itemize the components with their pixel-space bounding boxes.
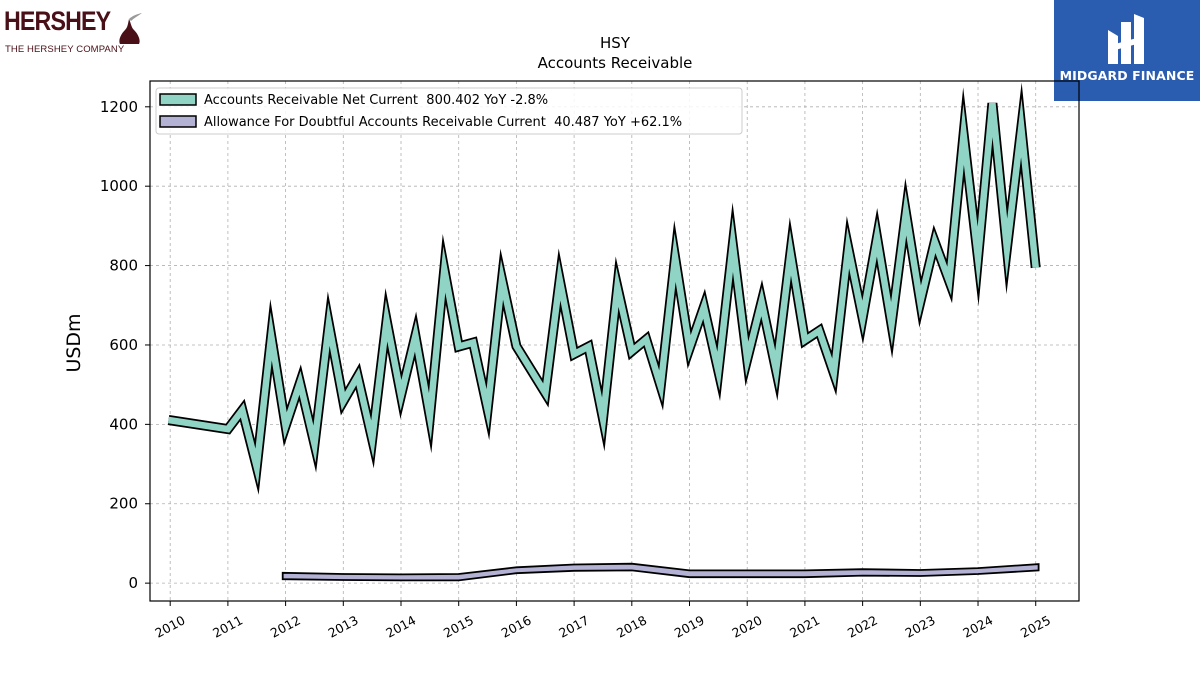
x-tick-label: 2020 xyxy=(729,612,764,640)
y-tick-label: 800 xyxy=(109,257,138,275)
kiss-icon xyxy=(119,13,142,44)
y-tick-label: 200 xyxy=(109,495,138,513)
x-tick-label: 2012 xyxy=(268,612,303,640)
y-axis-label: USDm xyxy=(63,313,85,372)
chart-title: HSY xyxy=(600,34,631,52)
chart-subtitle: Accounts Receivable xyxy=(538,54,693,72)
series-layer xyxy=(167,82,1041,582)
x-tick-label: 2014 xyxy=(383,612,418,640)
plot-frame xyxy=(149,80,1080,602)
midgard-finance-logo: MIDGARD FINANCE xyxy=(1054,0,1200,101)
hershey-logo: HERSHEY THE HERSHEY COMPANY xyxy=(4,4,144,56)
x-tick-label: 2024 xyxy=(960,612,995,640)
x-tick-label: 2019 xyxy=(672,612,707,640)
y-axis: 0 200 400 600 800 1000 1200 xyxy=(100,98,150,592)
y-tick-label: 400 xyxy=(109,415,138,433)
midgard-wordmark: MIDGARD FINANCE xyxy=(1059,68,1195,83)
x-tick-label: 2016 xyxy=(499,612,534,640)
legend-label-1: Allowance For Doubtful Accounts Receivab… xyxy=(204,115,682,130)
legend: Accounts Receivable Net Current 800.402 … xyxy=(155,87,743,135)
legend-frame xyxy=(155,87,743,135)
x-tick-label: 2021 xyxy=(787,612,822,640)
x-tick-label: 2025 xyxy=(1018,612,1053,640)
hershey-tagline: THE HERSHEY COMPANY xyxy=(5,44,125,55)
x-axis: 2010 2011 2012 2013 2014 2015 2016 2017 2018 2019… xyxy=(152,601,1053,641)
legend-label-0: Accounts Receivable Net Current 800.402 … xyxy=(204,93,548,108)
x-tick-label: 2013 xyxy=(326,612,361,640)
y-tick-label: 1200 xyxy=(100,98,138,116)
x-tick-label: 2018 xyxy=(614,612,649,640)
series-allowance-band xyxy=(281,562,1040,582)
y-tick-label: 600 xyxy=(109,336,138,354)
x-tick-label: 2011 xyxy=(210,612,245,640)
y-tick-label: 1000 xyxy=(100,177,138,195)
series-receivables-line xyxy=(168,98,1039,485)
legend-swatch-1 xyxy=(159,115,197,128)
midgard-mark-icon xyxy=(1108,14,1144,64)
x-tick-label: 2022 xyxy=(845,612,880,640)
hershey-wordmark: HERSHEY xyxy=(4,6,111,36)
legend-swatch-0 xyxy=(159,93,197,106)
x-tick-label: 2017 xyxy=(556,612,591,640)
x-tick-label: 2010 xyxy=(152,612,187,640)
y-tick-label: 0 xyxy=(128,574,138,592)
x-tick-label: 2015 xyxy=(441,612,476,640)
x-tick-label: 2023 xyxy=(903,612,938,640)
